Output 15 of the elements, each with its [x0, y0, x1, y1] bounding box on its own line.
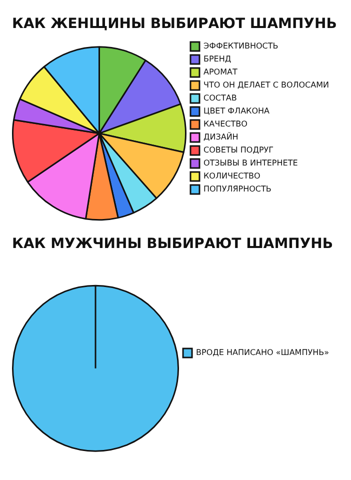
chart-title: КАК МУЖЧИНЫ ВЫБИРАЮТ ШАМПУНЬ — [12, 236, 334, 252]
chart-title: КАК ЖЕНЩИНЫ ВЫБИРАЮТ ШАМПУНЬ — [12, 16, 337, 32]
legend-label: ПОПУЛЯРНОСТЬ — [203, 184, 272, 194]
legend-label: ДИЗАЙН — [203, 132, 238, 142]
legend-label: БРЕНД — [203, 54, 232, 64]
legend-label: СОСТАВ — [203, 94, 237, 103]
legend-label: ОТЗЫВЫ В ИНТЕРНЕТЕ — [203, 158, 298, 168]
legend-label: СОВЕТЫ ПОДРУГ — [203, 146, 274, 155]
legend-label: КОЛИЧЕСТВО — [203, 172, 260, 181]
legend-label: ВРОДЕ НАПИСАНО «ШАМПУНЬ» — [196, 348, 330, 358]
legend-label: ЦВЕТ ФЛАКОНА — [203, 106, 270, 116]
legend-label: ЧТО ОН ДЕЛАЕТ С ВОЛОСАМИ — [203, 80, 330, 90]
legend-label: АРОМАТ — [203, 68, 238, 77]
legend-label: ЭФФЕКТИВНОСТЬ — [203, 42, 278, 51]
legend-label: КАЧЕСТВО — [203, 120, 248, 129]
